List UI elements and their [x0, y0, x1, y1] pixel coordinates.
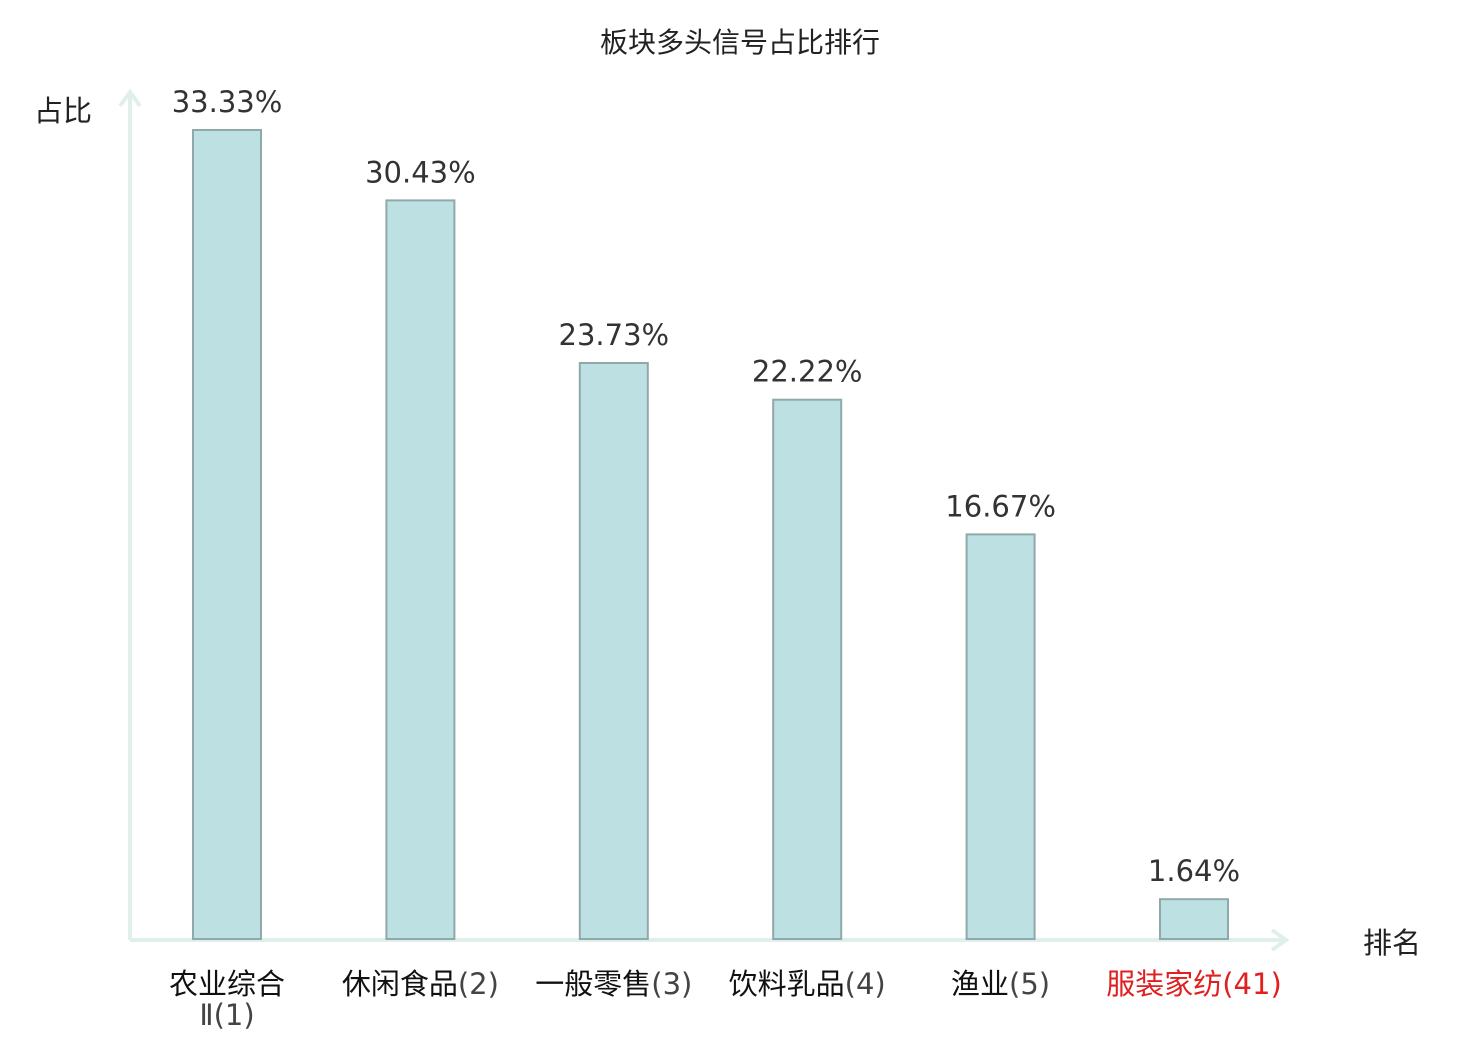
bar [1159, 898, 1229, 941]
value-label: 1.64% [1148, 854, 1240, 888]
bar [772, 398, 843, 940]
bar [192, 129, 262, 940]
category-rank: (3) [651, 967, 692, 1001]
category-name: 服装家纺 [1106, 967, 1222, 1001]
chart-title: 板块多头信号占比排行 [600, 26, 880, 59]
category-name: 一般零售 [535, 967, 651, 1001]
x-axis-arrow [1270, 928, 1290, 952]
bar [578, 362, 649, 940]
value-label: 30.43% [365, 155, 476, 189]
category-name: 渔业 [951, 967, 1009, 1001]
value-label: 16.67% [945, 489, 1056, 523]
category-label: 服装家纺(41) [1106, 967, 1282, 1001]
category-label: 休闲食品(2) [342, 967, 499, 1001]
category-label: 农业综合 [169, 967, 285, 1001]
category-rank: Ⅱ(1) [199, 998, 254, 1032]
value-label: 33.33% [172, 85, 283, 119]
bar [965, 533, 1036, 941]
y-axis-arrow [118, 88, 142, 108]
category-label: 渔业(5) [951, 967, 1050, 1001]
category-label: 饮料乳品(4) [729, 967, 886, 1001]
y-axis-label: 占比 [34, 94, 92, 128]
value-label: 23.73% [559, 318, 670, 352]
category-rank: (2) [458, 967, 499, 1001]
category-rank: (4) [845, 967, 886, 1001]
category-rank: (41) [1222, 967, 1282, 1001]
category-rank: (5) [1009, 967, 1050, 1001]
category-label: 一般零售(3) [535, 967, 692, 1001]
x-axis-label: 排名 [1363, 926, 1421, 960]
category-name: 休闲食品 [342, 967, 458, 1001]
value-label: 22.22% [752, 355, 863, 389]
bar [385, 199, 456, 940]
category-name: 饮料乳品 [729, 967, 845, 1001]
